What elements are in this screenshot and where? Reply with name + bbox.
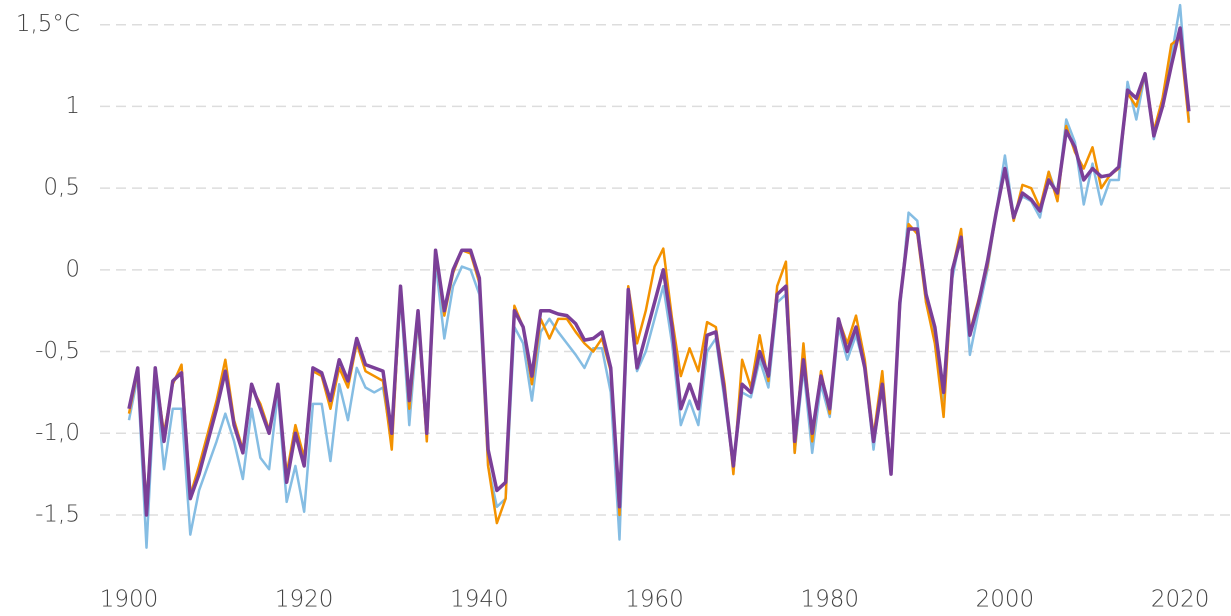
y-tick-label: -1,0 (35, 420, 80, 446)
series-line (127, 26, 1191, 517)
y-tick-label: 1,5°C (16, 11, 80, 37)
y-tick-label: -1,5 (35, 501, 80, 527)
x-tick-label: 2000 (976, 587, 1035, 613)
y-tick-label: 0,5 (43, 175, 80, 201)
x-tick-label: 1940 (450, 587, 509, 613)
x-tick-label: 1960 (625, 587, 684, 613)
x-tick-label: 1900 (100, 587, 159, 613)
x-tick-label: 1920 (275, 587, 334, 613)
y-tick-label: 1 (65, 93, 80, 119)
x-tick-label: 2020 (1151, 587, 1210, 613)
y-tick-label: 0 (65, 256, 80, 282)
y-tick-label: -0,5 (35, 338, 80, 364)
x-tick-label: 1980 (800, 587, 859, 613)
